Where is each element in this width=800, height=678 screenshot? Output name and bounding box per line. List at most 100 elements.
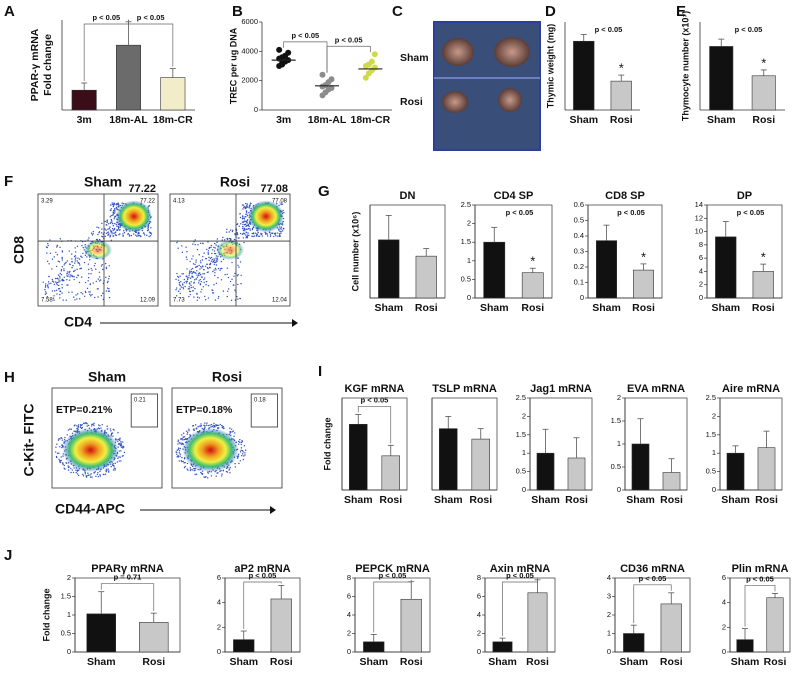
- flow-event: [69, 270, 71, 273]
- flow-event: [50, 282, 52, 285]
- flow-event: [56, 284, 58, 286]
- flow-event: [227, 288, 230, 290]
- flow-event: [117, 432, 119, 434]
- flow-event: [55, 265, 58, 268]
- flow-event: [118, 234, 120, 236]
- flow-event: [51, 258, 54, 260]
- flow-event: [179, 447, 182, 450]
- flow-event: [111, 231, 113, 233]
- flow-event: [217, 297, 219, 299]
- flow-event: [57, 277, 59, 280]
- flow-event: [70, 274, 72, 276]
- significance-bracket: [502, 577, 538, 637]
- flow-event: [46, 296, 49, 298]
- flow-event: [210, 423, 213, 426]
- flow-event: [82, 473, 84, 476]
- flow-event: [78, 298, 81, 300]
- flow-event: [116, 439, 118, 441]
- flow-event: [58, 281, 60, 283]
- flow-event: [115, 229, 118, 231]
- flow-event: [177, 448, 180, 450]
- y-axis-label: Fold change: [42, 34, 54, 96]
- significance-marker: *: [761, 250, 766, 265]
- flow-event: [52, 281, 55, 283]
- flow-event: [82, 422, 85, 425]
- flow-event: [231, 230, 234, 233]
- flow-event: [112, 469, 115, 471]
- flow-event: [177, 440, 179, 443]
- flow-event: [245, 202, 247, 205]
- flow-event: [178, 460, 181, 462]
- flow-event: [221, 424, 223, 427]
- y-tick-label: 4: [607, 573, 611, 582]
- flow-event: [67, 469, 70, 471]
- flow-event: [68, 291, 70, 294]
- flow-event: [117, 229, 119, 231]
- flow-event: [281, 224, 284, 226]
- y-tick-label: 3: [607, 591, 611, 600]
- flow-event: [95, 475, 97, 478]
- flow-event: [215, 475, 217, 477]
- y-tick-label: 6: [347, 591, 351, 600]
- flow-event: [53, 283, 56, 286]
- flow-event: [185, 430, 188, 432]
- y-tick-label: 12: [695, 213, 703, 222]
- flow-event: [65, 462, 67, 464]
- flow-event: [58, 452, 60, 454]
- flow-event: [242, 208, 244, 210]
- flow-event: [85, 476, 88, 478]
- y-tick-label: 0.5: [574, 215, 584, 224]
- flow-event: [106, 469, 108, 472]
- flow-event: [58, 261, 61, 263]
- flow-event: [203, 273, 206, 275]
- flow-ylabel: C-Kit- FITC: [21, 403, 37, 476]
- flow-event: [210, 256, 213, 259]
- flow-event: [200, 423, 202, 425]
- flow-event: [214, 252, 217, 255]
- flow-event: [199, 268, 201, 270]
- flow-event: [76, 473, 79, 475]
- flow-event: [77, 293, 79, 295]
- flow-event: [247, 232, 249, 234]
- flow-event: [214, 267, 217, 270]
- flow-event: [201, 267, 203, 269]
- flow-event: [57, 260, 60, 262]
- flow-event: [108, 278, 110, 280]
- flow-event: [272, 235, 275, 238]
- flow-event: [243, 241, 245, 244]
- panel-letter: G: [318, 183, 330, 200]
- flow-event: [211, 289, 213, 291]
- flow-event: [148, 235, 150, 238]
- flow-event: [106, 428, 109, 430]
- flow-event: [119, 444, 121, 446]
- y-tick-label: 2.5: [461, 200, 471, 209]
- p-value: p < 0.05: [735, 25, 763, 34]
- y-tick-label: 0: [522, 485, 526, 494]
- flow-event: [68, 272, 70, 274]
- flow-event: [105, 229, 107, 231]
- flow-event: [55, 246, 58, 248]
- flow-event: [61, 266, 63, 268]
- x-tick-label: Sham: [619, 656, 648, 668]
- flow-event: [46, 260, 49, 263]
- flow-event: [246, 224, 248, 227]
- flow-event: [215, 261, 217, 264]
- flow-event: [47, 285, 49, 288]
- flow-event: [239, 213, 241, 215]
- flow-event: [238, 266, 240, 268]
- p-value: p < 0.05: [595, 25, 623, 34]
- data-point: [328, 76, 335, 83]
- flow-event: [243, 218, 246, 220]
- flow-event: [205, 424, 208, 426]
- flow-event: [91, 234, 94, 236]
- flow-event: [206, 271, 209, 274]
- flow-event: [191, 469, 194, 471]
- flow-event: [49, 252, 52, 254]
- flow-event: [188, 272, 191, 275]
- flow-event: [229, 431, 232, 433]
- flow-event: [192, 263, 195, 265]
- flow-event: [86, 287, 89, 290]
- flow-event: [200, 472, 203, 474]
- flow-density: [182, 428, 239, 472]
- flow-event: [182, 460, 184, 463]
